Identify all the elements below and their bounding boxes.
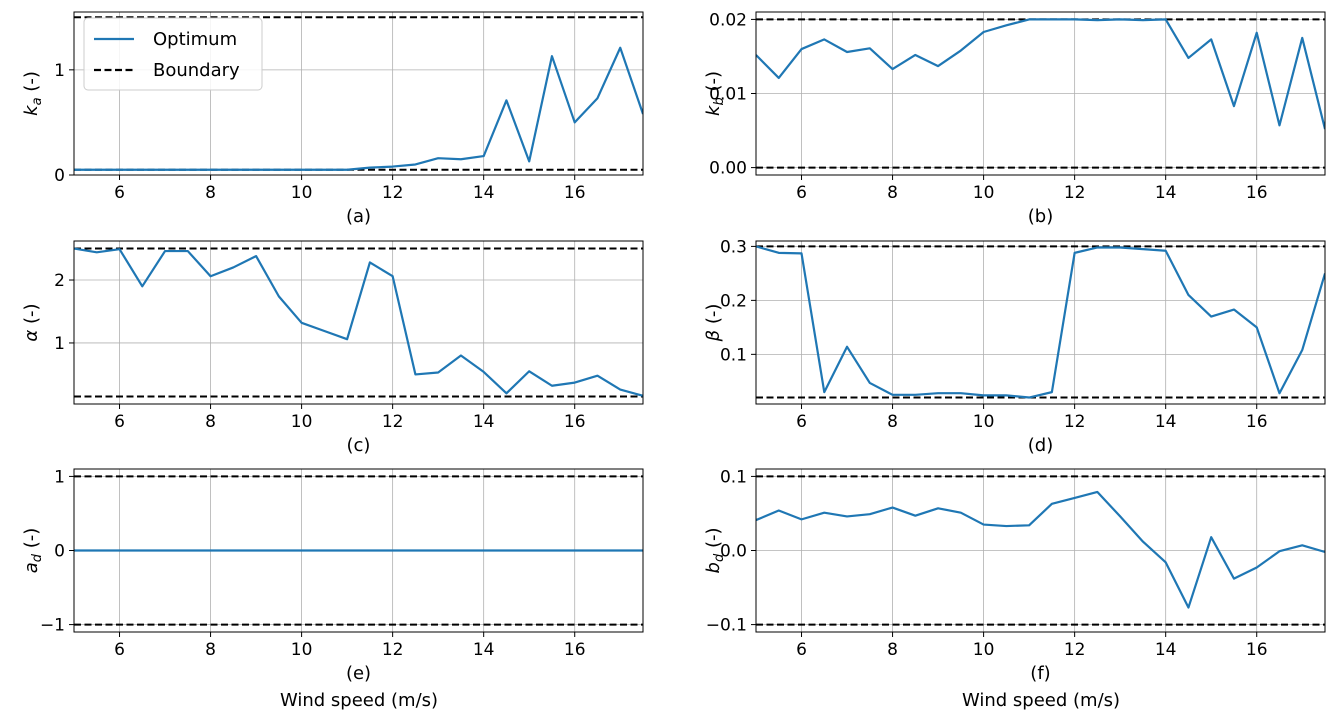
x-tick-label: 8 xyxy=(205,640,216,660)
x-tick-label: 12 xyxy=(1064,412,1086,432)
x-tick-label: 14 xyxy=(1155,183,1177,203)
optimum-series-line xyxy=(756,490,1325,609)
y-tick-label: 1 xyxy=(54,334,65,354)
x-tick-label: 6 xyxy=(796,412,807,432)
optimum-series-line xyxy=(74,247,643,397)
y-axis-label: β (-) xyxy=(703,304,724,343)
x-tick-label: 16 xyxy=(564,183,586,203)
legend-label: Optimum xyxy=(153,29,237,50)
legend-label: Boundary xyxy=(153,60,240,81)
axes-frame xyxy=(755,240,1326,405)
x-tick-label: 16 xyxy=(1246,183,1268,203)
x-tick-label: 14 xyxy=(1155,412,1177,432)
x-tick-label: 12 xyxy=(1064,183,1086,203)
x-tick-label: 10 xyxy=(291,640,313,660)
x-tick-label: 6 xyxy=(796,183,807,203)
x-tick-label: 10 xyxy=(973,183,995,203)
y-tick-label: 2 xyxy=(54,271,65,291)
panel-e: 6 8 10 12 14 16 −1 0 1 (e) ad (-) xyxy=(21,467,644,684)
y-tick-label: 0.0 xyxy=(720,542,747,562)
y-axis-label: ad (-) xyxy=(21,528,45,574)
panel-caption: (c) xyxy=(347,435,371,456)
y-tick-label: 1 xyxy=(54,467,65,487)
y-tick-label: 0.1 xyxy=(720,467,747,487)
x-axis-label-right: Wind speed (m/s) xyxy=(962,690,1120,711)
y-tick-label: 0.00 xyxy=(709,159,747,179)
x-tick-label: 14 xyxy=(473,183,495,203)
panel-b: 6 8 10 12 14 16 0.00 0.01 0.02 (b) kb (-) xyxy=(703,10,1326,227)
x-tick-label: 12 xyxy=(1064,640,1086,660)
x-tick-label: 8 xyxy=(887,183,898,203)
panel-a: 6 8 10 12 14 16 0 1 (a) ka (-) xyxy=(21,11,644,227)
y-tick-label: 0 xyxy=(54,542,65,562)
x-tick-label: 6 xyxy=(796,640,807,660)
y-axis-label: bd (-) xyxy=(703,528,727,574)
x-tick-label: 8 xyxy=(887,412,898,432)
panel-f: 6 8 10 12 14 16 −0.1 0.0 0.1 (f) bd (-) xyxy=(703,467,1326,684)
legend: Optimum Boundary xyxy=(83,17,263,91)
panel-d: 6 8 10 12 14 16 0.1 0.2 0.3 (d) β (-) xyxy=(703,237,1326,456)
x-tick-label: 6 xyxy=(114,640,125,660)
panel-caption: (e) xyxy=(346,663,371,684)
x-tick-label: 12 xyxy=(382,183,404,203)
x-tick-label: 8 xyxy=(205,183,216,203)
panel-caption: (b) xyxy=(1028,206,1053,227)
x-tick-label: 16 xyxy=(564,640,586,660)
x-tick-label: 16 xyxy=(1246,412,1268,432)
y-tick-label: 0.02 xyxy=(709,10,747,30)
x-tick-label: 10 xyxy=(291,183,313,203)
x-tick-label: 14 xyxy=(1155,640,1177,660)
panel-caption: (a) xyxy=(346,206,371,227)
x-tick-label: 10 xyxy=(291,412,313,432)
x-tick-label: 14 xyxy=(473,412,495,432)
x-tick-label: 6 xyxy=(114,183,125,203)
x-tick-label: 12 xyxy=(382,640,404,660)
y-tick-label: 0.01 xyxy=(709,85,747,105)
y-axis-label: ka (-) xyxy=(21,71,45,116)
x-tick-label: 8 xyxy=(887,640,898,660)
legend-box xyxy=(83,17,263,91)
x-tick-label: 16 xyxy=(564,412,586,432)
x-tick-label: 6 xyxy=(114,412,125,432)
y-tick-label: 0.1 xyxy=(720,345,747,365)
y-tick-label: −0.1 xyxy=(706,616,747,636)
x-tick-label: 16 xyxy=(1246,640,1268,660)
y-tick-label: 0 xyxy=(54,166,65,186)
x-tick-label: 8 xyxy=(205,412,216,432)
y-axis-label: kb (-) xyxy=(703,71,727,116)
axes-frame xyxy=(73,11,644,176)
y-tick-label: −1 xyxy=(40,616,65,636)
optimum-series-line xyxy=(756,18,1325,130)
y-tick-label: 1 xyxy=(54,61,65,81)
x-tick-label: 14 xyxy=(473,640,495,660)
axes-frame xyxy=(73,240,644,405)
x-tick-label: 10 xyxy=(973,412,995,432)
y-tick-label: 0.3 xyxy=(720,237,747,257)
panel-caption: (d) xyxy=(1028,435,1053,456)
optimum-series-line xyxy=(74,46,643,171)
optimum-series-line xyxy=(756,245,1325,399)
panel-caption: (f) xyxy=(1030,663,1050,684)
y-tick-label: 0.2 xyxy=(720,291,747,311)
x-tick-label: 12 xyxy=(382,412,404,432)
y-axis-label: α (-) xyxy=(21,303,42,341)
x-axis-label-left: Wind speed (m/s) xyxy=(280,690,438,711)
x-tick-label: 10 xyxy=(973,640,995,660)
